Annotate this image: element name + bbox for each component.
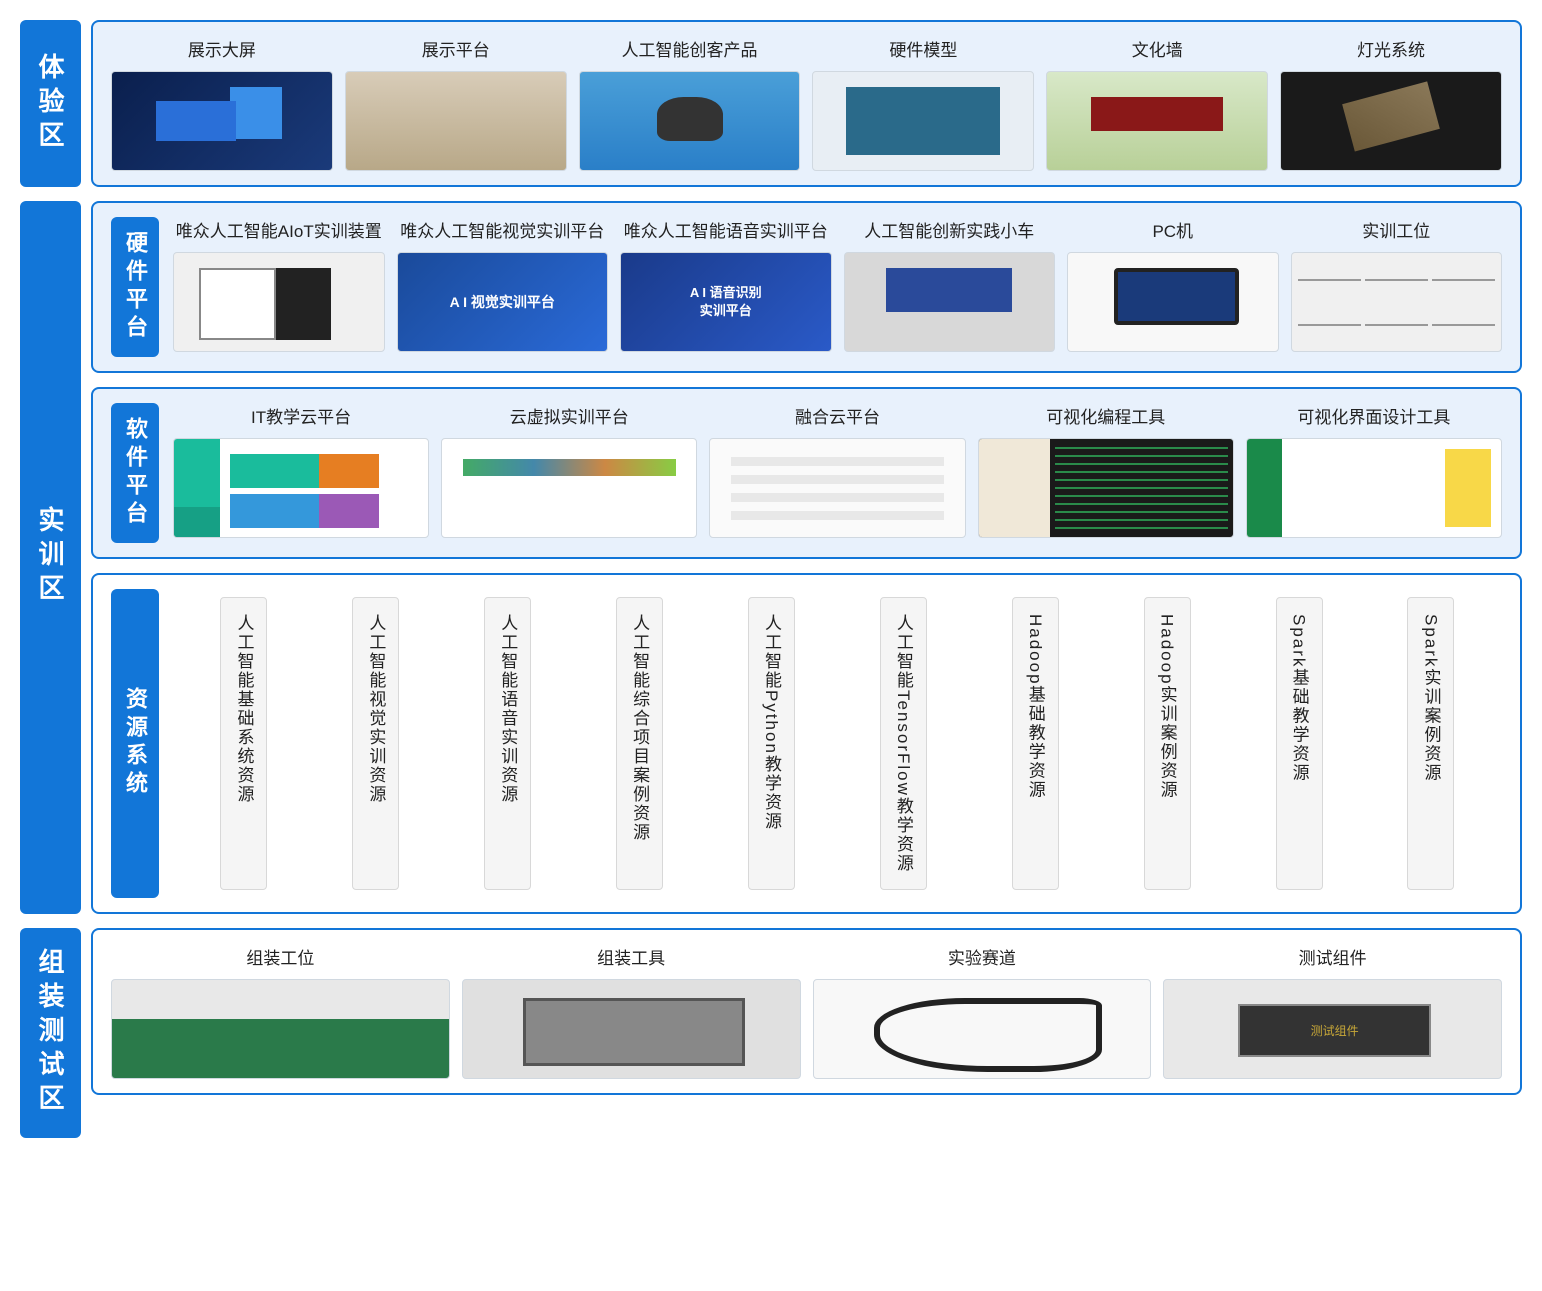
resource-item: 人工智能视觉实训资源 — [352, 597, 399, 890]
item: 灯光系统 — [1280, 36, 1502, 171]
item-image: A I 视觉实训平台 — [397, 252, 609, 352]
section-label-assembly: 组装测试区 — [20, 928, 81, 1138]
item-image — [1246, 438, 1502, 538]
section-experience: 体验区 展示大屏 展示平台 人工智能创客产品 硬件模型 文化墙 灯光系统 — [20, 20, 1522, 187]
item-image — [111, 979, 450, 1079]
item-image — [111, 71, 333, 171]
panel: 展示大屏 展示平台 人工智能创客产品 硬件模型 文化墙 灯光系统 — [91, 20, 1522, 187]
item: 组装工具 — [462, 944, 801, 1079]
item-label: 文化墙 — [1132, 36, 1183, 61]
infographic-root: 体验区展示大屏展示平台人工智能创客产品硬件模型文化墙灯光系统实训区硬件平台唯众人… — [20, 20, 1522, 1138]
item: 组装工位 — [111, 944, 450, 1079]
item-image — [978, 438, 1234, 538]
item-label: 融合云平台 — [795, 403, 880, 428]
section-assembly: 组装测试区 组装工位 组装工具 实验赛道 测试组件 — [20, 928, 1522, 1138]
item-image — [173, 252, 385, 352]
item-label: 组装工具 — [597, 944, 665, 969]
item-label: 硬件模型 — [889, 36, 957, 61]
section-content: 组装工位 组装工具 实验赛道 测试组件 — [91, 928, 1522, 1138]
item-image — [579, 71, 801, 171]
item: 人工智能创客产品 — [579, 36, 801, 171]
item-image — [1046, 71, 1268, 171]
item: 人工智能创新实践小车 — [844, 217, 1056, 352]
item-image — [709, 438, 965, 538]
item: 云虚拟实训平台 — [441, 403, 697, 538]
item-label: 可视化界面设计工具 — [1297, 403, 1450, 428]
item-label: 展示平台 — [422, 36, 490, 61]
item-label: 实训工位 — [1362, 217, 1430, 242]
section-content: 硬件平台唯众人工智能AIoT实训装置唯众人工智能视觉实训平台 A I 视觉实训平台… — [91, 201, 1522, 914]
resource-item: Spark实训案例资源 — [1407, 597, 1454, 890]
item-label: 唯众人工智能视觉实训平台 — [400, 217, 604, 242]
section-label-experience: 体验区 — [20, 20, 81, 187]
item-image — [173, 438, 429, 538]
item-image — [441, 438, 697, 538]
item-image — [813, 979, 1152, 1079]
item-label: 测试组件 — [1299, 944, 1367, 969]
item-image — [844, 252, 1056, 352]
item: 实验赛道 — [813, 944, 1152, 1079]
items-row: 唯众人工智能AIoT实训装置唯众人工智能视觉实训平台 A I 视觉实训平台唯众人工… — [173, 217, 1502, 357]
item-image — [1280, 71, 1502, 171]
item: 展示大屏 — [111, 36, 333, 171]
item: 展示平台 — [345, 36, 567, 171]
panel: 资源系统 人工智能基础系统资源 人工智能视觉实训资源 人工智能语音实训资源 人工智能综合… — [91, 573, 1522, 914]
section-label-training: 实训区 — [20, 201, 81, 914]
item-label: 唯众人工智能语音实训平台 — [624, 217, 828, 242]
resource-item: Spark基础教学资源 — [1276, 597, 1323, 890]
item: 文化墙 — [1046, 36, 1268, 171]
resource-item: 人工智能Python教学资源 — [748, 597, 795, 890]
item-label: 展示大屏 — [188, 36, 256, 61]
panel: 组装工位 组装工具 实验赛道 测试组件 — [91, 928, 1522, 1095]
item-label: 灯光系统 — [1357, 36, 1425, 61]
item: 测试组件 — [1163, 944, 1502, 1079]
item-label: 人工智能创新实践小车 — [864, 217, 1034, 242]
item: 可视化界面设计工具 — [1246, 403, 1502, 538]
item-image — [1291, 252, 1503, 352]
item-label: IT教学云平台 — [251, 403, 351, 428]
resource-item: 人工智能基础系统资源 — [220, 597, 267, 890]
section-training: 实训区硬件平台唯众人工智能AIoT实训装置唯众人工智能视觉实训平台 A I 视觉实… — [20, 201, 1522, 914]
item-image — [462, 979, 801, 1079]
item-label: 可视化编程工具 — [1046, 403, 1165, 428]
resource-item: 人工智能综合项目案例资源 — [616, 597, 663, 890]
item: 唯众人工智能语音实训平台 A I 语音识别 实训平台 — [620, 217, 832, 352]
item-label: 人工智能创客产品 — [622, 36, 758, 61]
item-label: PC机 — [1152, 217, 1193, 242]
item: 唯众人工智能视觉实训平台 A I 视觉实训平台 — [397, 217, 609, 352]
item: PC机 — [1067, 217, 1279, 352]
sub-label: 软件平台 — [111, 403, 159, 543]
items-row: 展示大屏 展示平台 人工智能创客产品 硬件模型 文化墙 灯光系统 — [111, 36, 1502, 171]
vertical-items-row: 人工智能基础系统资源 人工智能视觉实训资源 人工智能语音实训资源 人工智能综合项目案例… — [173, 589, 1502, 898]
sub-label: 硬件平台 — [111, 217, 159, 357]
sub-label: 资源系统 — [111, 589, 159, 898]
item: 硬件模型 — [812, 36, 1034, 171]
item: 实训工位 — [1291, 217, 1503, 352]
item-image — [812, 71, 1034, 171]
item-label: 云虚拟实训平台 — [510, 403, 629, 428]
panel: 软件平台 IT教学云平台 云虚拟实训平台 融合云平台 可视化编程工具 可视化界面设计工具 — [91, 387, 1522, 559]
item-label: 组装工位 — [246, 944, 314, 969]
items-row: 组装工位 组装工具 实验赛道 测试组件 — [111, 944, 1502, 1079]
resource-item: Hadoop实训案例资源 — [1144, 597, 1191, 890]
item: 唯众人工智能AIoT实训装置 — [173, 217, 385, 352]
items-row: IT教学云平台 云虚拟实训平台 融合云平台 可视化编程工具 可视化界面设计工具 — [173, 403, 1502, 543]
item-image — [345, 71, 567, 171]
item: 可视化编程工具 — [978, 403, 1234, 538]
resource-item: 人工智能语音实训资源 — [484, 597, 531, 890]
item-label: 唯众人工智能AIoT实训装置 — [176, 217, 382, 242]
item: 融合云平台 — [709, 403, 965, 538]
panel: 硬件平台唯众人工智能AIoT实训装置唯众人工智能视觉实训平台 A I 视觉实训平台… — [91, 201, 1522, 373]
item: IT教学云平台 — [173, 403, 429, 538]
item-label: 实验赛道 — [948, 944, 1016, 969]
item-image: A I 语音识别 实训平台 — [620, 252, 832, 352]
resource-item: 人工智能TensorFlow教学资源 — [880, 597, 927, 890]
item-image — [1163, 979, 1502, 1079]
section-content: 展示大屏 展示平台 人工智能创客产品 硬件模型 文化墙 灯光系统 — [91, 20, 1522, 187]
resource-item: Hadoop基础教学资源 — [1012, 597, 1059, 890]
item-image — [1067, 252, 1279, 352]
